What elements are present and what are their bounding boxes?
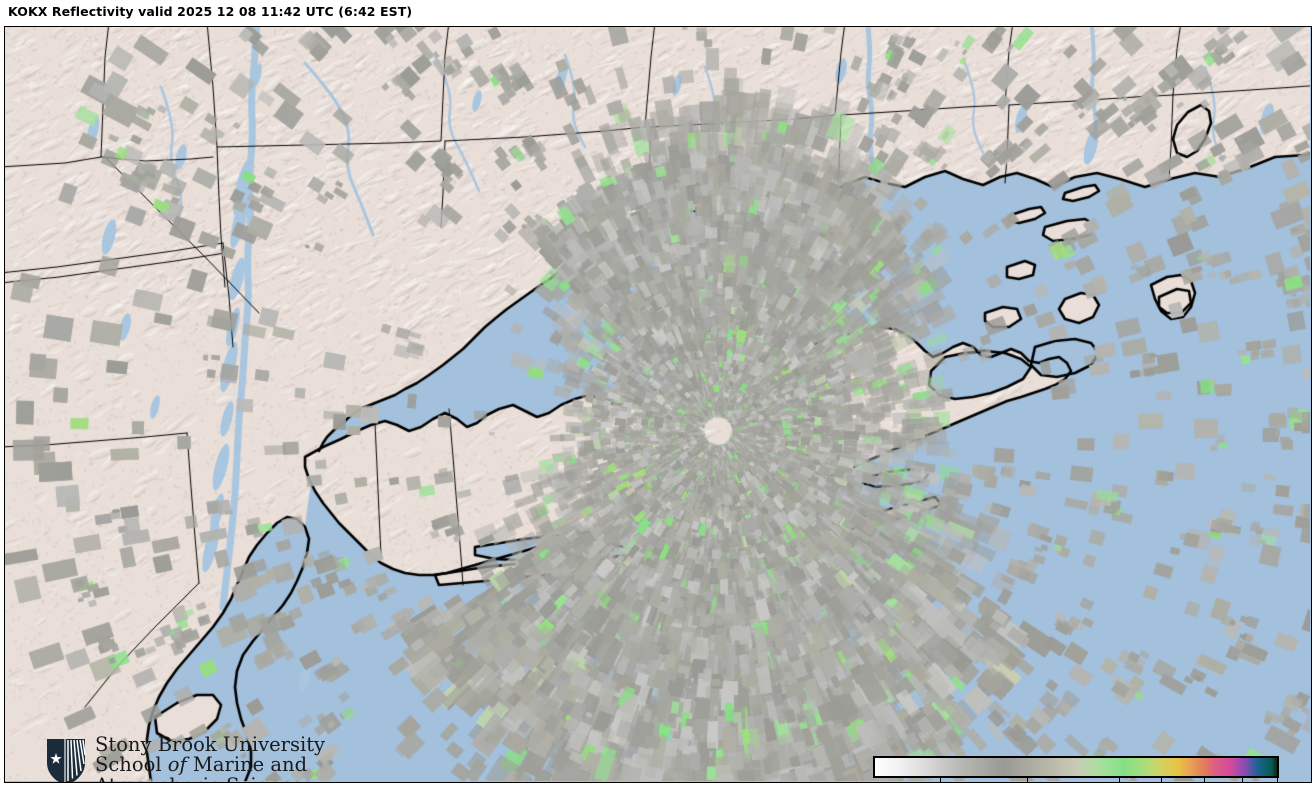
radar-map-frame[interactable]: Stony Brook University School of Marine … xyxy=(4,26,1312,783)
radar-reflectivity-canvas xyxy=(5,27,1310,781)
colorbar-tick xyxy=(1027,778,1029,782)
title-bar: KOKX Reflectivity valid 2025 12 08 11:42… xyxy=(0,0,1316,26)
colorbar-gradient xyxy=(875,758,1277,776)
colorbar-tick xyxy=(1161,778,1163,782)
reflectivity-colorbar: 0204050607080 xyxy=(873,756,1283,782)
colorbar-tick xyxy=(939,778,941,782)
colorbar-tick xyxy=(1242,778,1244,782)
colorbar-tick xyxy=(1203,778,1205,782)
colorbar-tick xyxy=(1118,778,1120,782)
page-title: KOKX Reflectivity valid 2025 12 08 11:42… xyxy=(8,4,413,19)
colorbar-bar xyxy=(873,756,1279,778)
colorbar-tick xyxy=(1276,778,1278,782)
